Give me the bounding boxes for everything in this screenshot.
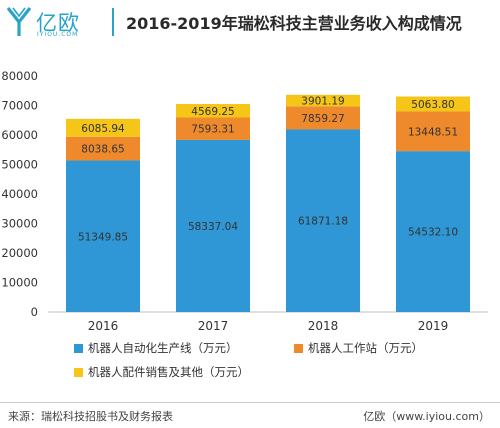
data-label: 58337.04 xyxy=(188,221,238,233)
footer-divider xyxy=(0,402,500,403)
bar-segment xyxy=(286,94,360,107)
bar-segment xyxy=(286,106,360,130)
x-tick-label: 2018 xyxy=(308,319,339,333)
bar-segment xyxy=(396,151,470,312)
bar-segment xyxy=(286,129,360,312)
data-label: 51349.85 xyxy=(78,231,128,243)
y-tick-label: 40000 xyxy=(1,187,38,201)
logo-text: 亿欧 xyxy=(36,11,80,35)
bar-segment xyxy=(176,139,250,312)
legend-label: 机器人自动化生产线（万元） xyxy=(88,341,238,355)
x-tick-label: 2016 xyxy=(88,319,119,333)
y-tick-label: 70000 xyxy=(1,99,38,113)
legend-item-parts: 机器人配件销售及其他（万元） xyxy=(74,364,249,380)
legend-item-workstation: 机器人工作站（万元） xyxy=(294,340,423,356)
bar-segment xyxy=(396,111,470,152)
data-label: 5063.80 xyxy=(411,99,454,111)
header-divider xyxy=(112,8,114,36)
y-tick-label: 20000 xyxy=(1,246,38,260)
data-label: 6085.94 xyxy=(81,123,125,135)
y-tick-label: 10000 xyxy=(1,276,38,290)
y-tick-label: 0 xyxy=(31,305,38,319)
data-label: 54532.10 xyxy=(408,227,458,239)
y-tick-label: 50000 xyxy=(1,158,38,172)
logo: 亿欧 IYIOU.COM xyxy=(6,6,116,40)
data-label: 13448.51 xyxy=(408,126,458,138)
header: 亿欧 IYIOU.COM 2016-2019年瑞松科技主营业务收入构成情况 xyxy=(0,0,500,46)
bar-segment xyxy=(176,104,250,118)
x-tick-label: 2019 xyxy=(418,319,449,333)
data-label: 8038.65 xyxy=(81,144,124,156)
legend-label: 机器人工作站（万元） xyxy=(308,341,423,355)
legend-label: 机器人配件销售及其他（万元） xyxy=(88,365,249,379)
legend-item-production-line: 机器人自动化生产线（万元） xyxy=(74,340,238,356)
stacked-bar-chart: 0 10000 20000 30000 40000 50000 60000 70000 8000… xyxy=(1,69,488,333)
footer-brand: 亿欧（www.iyiou.com） xyxy=(363,410,490,423)
bar-segment xyxy=(396,96,470,112)
bar-segment xyxy=(66,118,140,137)
logo-icon xyxy=(6,7,32,36)
y-tick-label: 30000 xyxy=(1,217,38,231)
bar-segment xyxy=(66,160,140,312)
chart-title: 2016-2019年瑞松科技主营业务收入构成情况 xyxy=(126,14,462,33)
data-label: 61871.18 xyxy=(298,216,348,228)
data-label: 7859.27 xyxy=(301,113,344,125)
legend: 机器人自动化生产线（万元） 机器人工作站（万元） 机器人配件销售及其他（万元） xyxy=(74,340,494,388)
data-label: 4569.25 xyxy=(191,106,234,118)
legend-swatch-yellow xyxy=(74,367,83,377)
logo-subtext: IYIOU.COM xyxy=(37,31,79,38)
bar-segment xyxy=(176,117,250,140)
y-tick-label: 60000 xyxy=(1,128,38,142)
y-tick-label: 80000 xyxy=(1,69,38,83)
data-label: 7593.31 xyxy=(191,124,234,136)
x-tick-label: 2017 xyxy=(198,319,229,333)
footer-source: 来源：瑞松科技招股书及财务报表 xyxy=(8,410,173,423)
legend-swatch-orange xyxy=(294,343,303,353)
data-label: 3901.19 xyxy=(301,96,344,108)
legend-swatch-blue xyxy=(74,343,83,353)
bar-segment xyxy=(66,136,140,161)
